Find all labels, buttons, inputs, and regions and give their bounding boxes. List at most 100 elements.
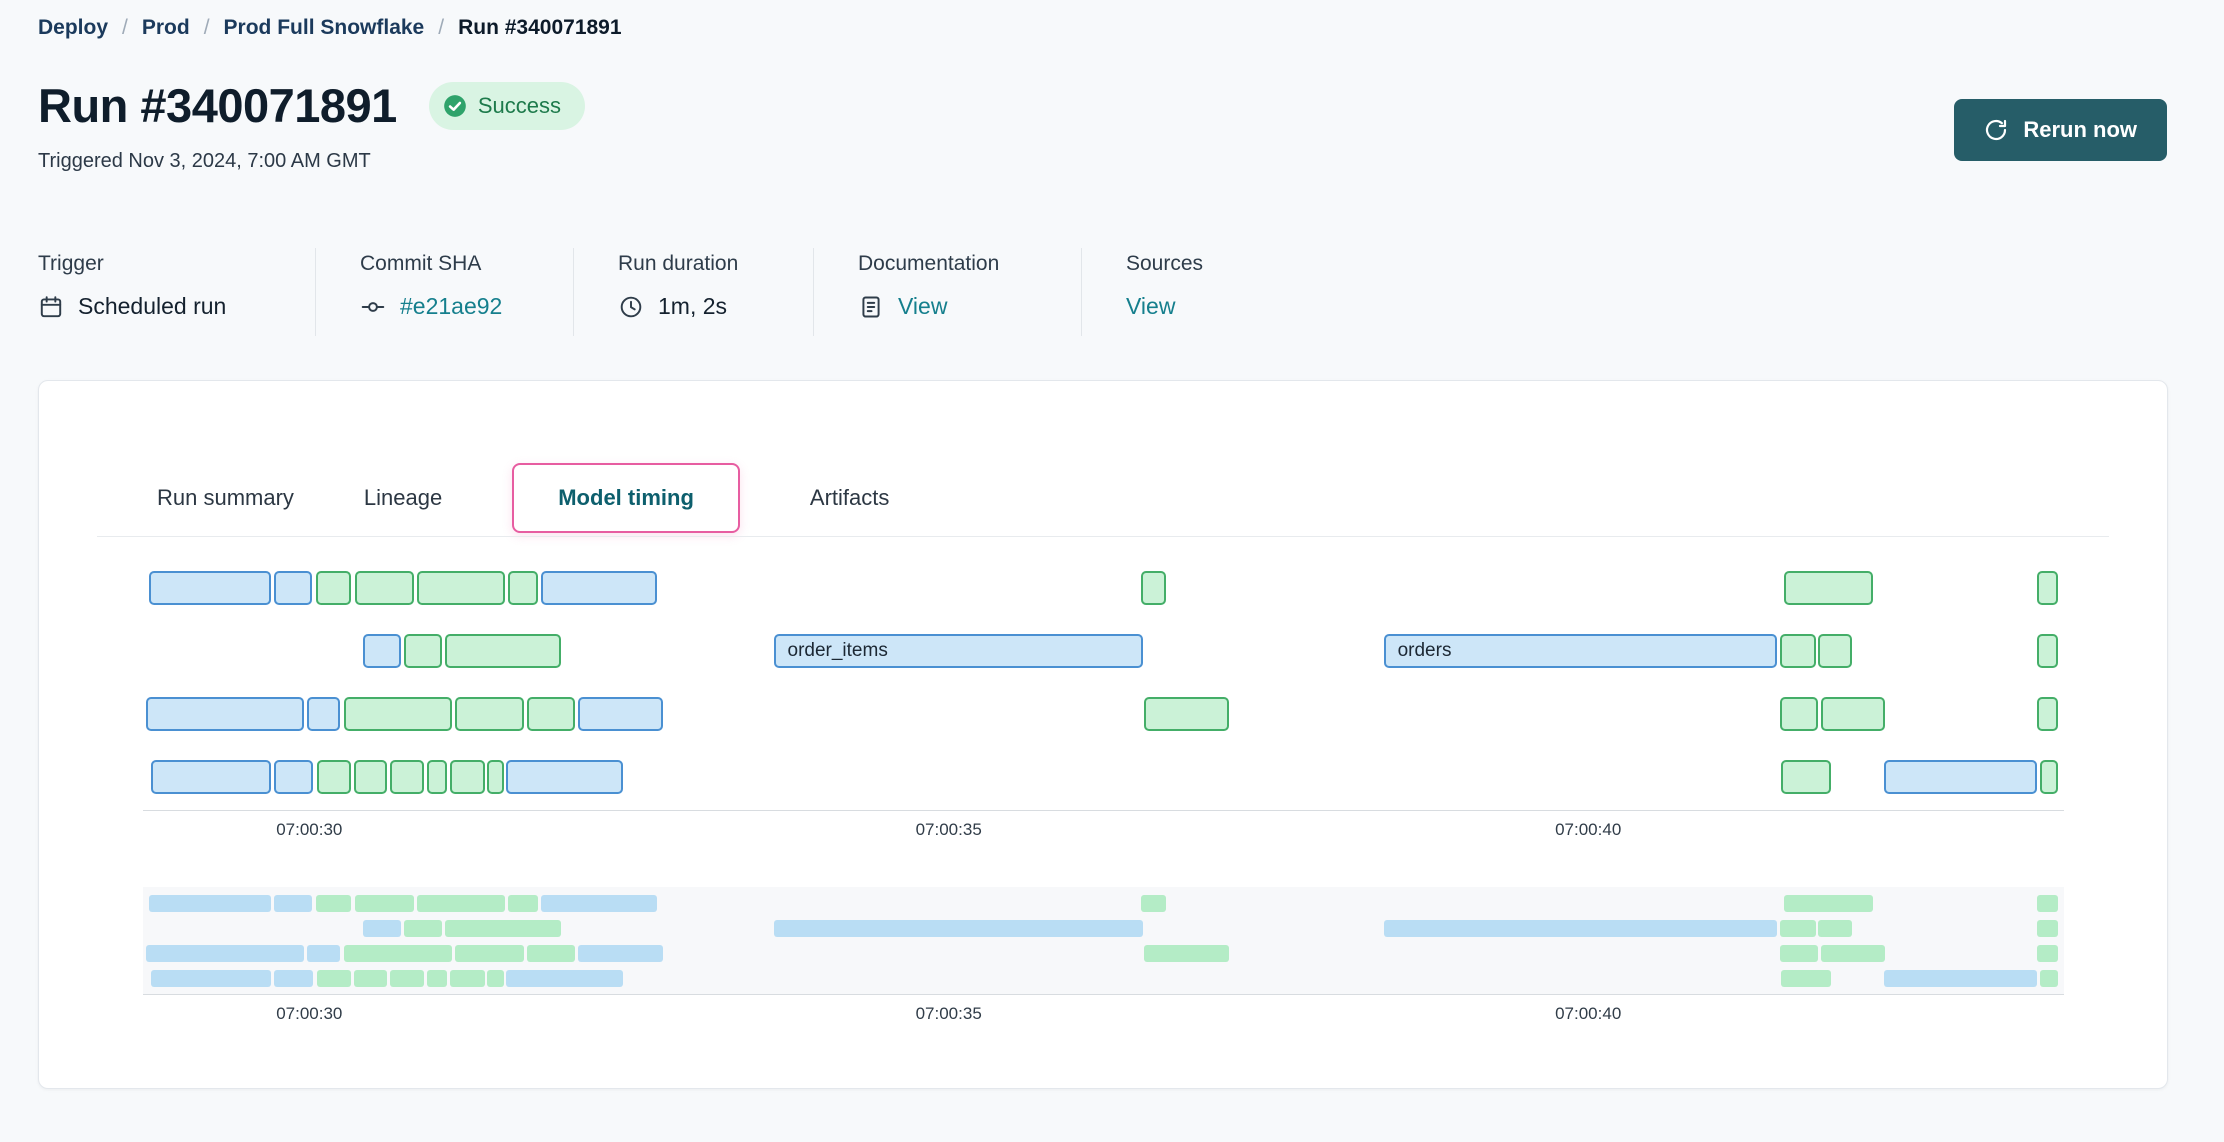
model-timing-bar[interactable]	[426, 760, 448, 794]
model-name-label: orders	[1397, 640, 1452, 661]
model-timing-bar[interactable]	[1144, 697, 1229, 731]
model-timing-bar[interactable]	[363, 634, 402, 668]
breadcrumb-separator: /	[203, 16, 210, 39]
minimap-bar	[487, 970, 504, 987]
model-timing-bar[interactable]	[506, 760, 623, 794]
minimap-bar	[773, 920, 1144, 937]
minimap-bar	[1144, 945, 1229, 962]
model-timing-bar[interactable]	[354, 760, 388, 794]
breadcrumb: Deploy / Prod / Prod Full Snowflake / Run #340…	[38, 16, 622, 40]
model-timing-bar[interactable]: orders	[1383, 634, 1778, 668]
meta-value[interactable]: View	[1126, 293, 1176, 319]
model-timing-bar[interactable]	[2037, 571, 2058, 605]
tab-divider	[97, 536, 2109, 537]
model-timing-bar[interactable]	[1781, 760, 1832, 794]
minimap-bar	[1781, 970, 1832, 987]
page-title: Run #340071891	[38, 79, 397, 132]
model-timing-bar[interactable]	[2039, 760, 2058, 794]
model-timing-bar[interactable]	[416, 571, 505, 605]
model-name-label: order_items	[787, 640, 888, 661]
minimap-bar	[2037, 945, 2058, 962]
breadcrumb-item[interactable]: Deploy	[38, 16, 109, 39]
commit-icon	[360, 294, 386, 320]
minimap-bar	[273, 970, 314, 987]
model-timing-bar[interactable]	[1883, 760, 2038, 794]
meta-label: Sources	[1126, 252, 1204, 275]
minimap-bar	[540, 895, 658, 912]
model-timing-bar[interactable]	[455, 697, 525, 731]
time-axis: 07:00:30 07:00:35 07:00:40	[143, 820, 2064, 844]
model-timing-bar[interactable]	[2037, 697, 2058, 731]
minimap-bar	[389, 970, 425, 987]
clock-icon	[618, 294, 644, 320]
minimap-bar	[1883, 970, 2038, 987]
minimap-bar	[426, 970, 448, 987]
minimap-bar	[455, 945, 525, 962]
model-timing-bar[interactable]	[403, 634, 443, 668]
tab-artifacts[interactable]: Artifacts	[809, 485, 890, 510]
time-axis-label: 07:00:35	[915, 1004, 982, 1023]
breadcrumb-item[interactable]: Prod	[141, 16, 190, 39]
timing-minimap[interactable]	[143, 895, 2064, 988]
model-timing-bar[interactable]	[1780, 634, 1816, 668]
minimap-bar	[1140, 895, 1167, 912]
minimap-bar	[1383, 920, 1778, 937]
meta-value[interactable]: #e21ae92	[400, 293, 503, 319]
model-timing-bar[interactable]	[540, 571, 658, 605]
model-timing-bar[interactable]	[507, 571, 539, 605]
minimap-axis-line	[143, 994, 2064, 995]
model-timing-bar[interactable]	[150, 760, 271, 794]
model-timing-bar[interactable]: order_items	[773, 634, 1144, 668]
minimap-bar	[2039, 970, 2058, 987]
model-timing-bar[interactable]	[526, 697, 576, 731]
model-timing-bar[interactable]	[1780, 697, 1819, 731]
minimap-bar	[403, 920, 443, 937]
minimap-bar	[145, 945, 305, 962]
model-timing-bar[interactable]	[145, 697, 305, 731]
rerun-now-button[interactable]: Rerun now	[1954, 99, 2167, 161]
minimap-bar	[363, 920, 402, 937]
time-axis-label: 07:00:30	[276, 1004, 343, 1023]
breadcrumb-item[interactable]: Prod Full Snowflake	[223, 16, 425, 39]
model-timing-bar[interactable]	[343, 697, 453, 731]
minimap-bar	[444, 920, 562, 937]
minimap-bar	[1780, 945, 1819, 962]
model-timing-bar[interactable]	[487, 760, 504, 794]
model-timing-bar[interactable]	[306, 697, 340, 731]
model-timing-gantt: order_items orders	[143, 571, 2064, 794]
model-timing-bar[interactable]	[444, 634, 562, 668]
meta-column: Commit SHA #e21ae92	[315, 248, 573, 336]
status-badge-label: Success	[477, 92, 561, 118]
model-timing-bar[interactable]	[450, 760, 485, 794]
meta-value[interactable]: View	[898, 293, 948, 319]
meta-label: Commit SHA	[360, 252, 482, 275]
minimap-bar	[2037, 895, 2058, 912]
model-timing-bar[interactable]	[1783, 571, 1874, 605]
model-timing-bar[interactable]	[577, 697, 664, 731]
model-timing-bar[interactable]	[273, 571, 312, 605]
document-icon	[858, 294, 884, 320]
model-timing-bar[interactable]	[1140, 571, 1167, 605]
tab-run-summary[interactable]: Run summary	[157, 485, 294, 510]
minimap-bar	[316, 970, 352, 987]
model-timing-bar[interactable]	[1818, 634, 1852, 668]
minimap-bar	[2037, 920, 2058, 937]
minimap-bar	[1821, 945, 1885, 962]
model-timing-bar[interactable]	[316, 760, 352, 794]
model-timing-bar[interactable]	[355, 571, 415, 605]
model-timing-bar[interactable]	[149, 571, 271, 605]
success-check-icon	[442, 93, 468, 119]
model-timing-bar[interactable]	[2037, 634, 2058, 668]
time-axis-label: 07:00:35	[915, 820, 982, 839]
tab-lineage[interactable]: Lineage	[363, 485, 443, 510]
model-timing-bar[interactable]	[315, 571, 352, 605]
model-timing-bar[interactable]	[273, 760, 314, 794]
minimap-bar	[1783, 895, 1874, 912]
model-timing-bar[interactable]	[389, 760, 425, 794]
meta-label: Run duration	[618, 252, 739, 275]
meta-column: Trigger Scheduled run	[38, 248, 315, 336]
tab-model-timing[interactable]: Model timing	[512, 463, 740, 533]
model-timing-bar[interactable]	[1821, 697, 1885, 731]
minimap-bar	[1818, 920, 1852, 937]
breadcrumb-separator: /	[122, 16, 128, 39]
